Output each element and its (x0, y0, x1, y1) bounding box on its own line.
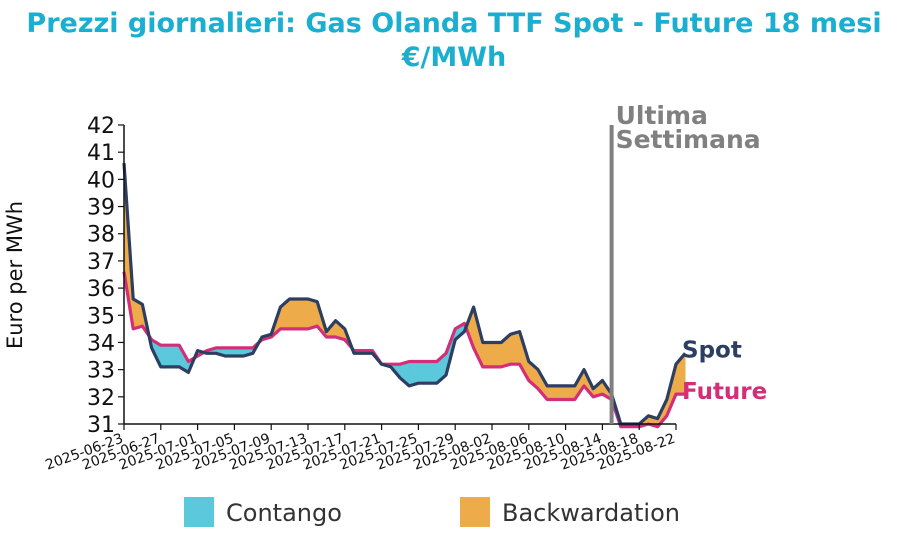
future-line (122, 271, 686, 429)
y-tick-label: 42 (87, 114, 115, 139)
spread-area (565, 385, 576, 400)
spread-area (169, 344, 180, 368)
spread-area (289, 298, 300, 330)
series-end-labels: Spot Future (682, 337, 767, 405)
spread-area (418, 361, 428, 384)
last-week-label-line2: Settimana (616, 125, 761, 154)
y-tick-label: 31 (87, 413, 115, 438)
spread-area (491, 342, 502, 368)
spread-area (307, 298, 318, 330)
spread-area (482, 342, 493, 368)
legend-swatch-contango (184, 497, 214, 527)
y-tick-label: 35 (87, 304, 115, 329)
spread-area (427, 361, 438, 384)
chart-title: Prezzi giornalieri: Gas Olanda TTF Spot … (26, 8, 881, 39)
y-tick-label: 33 (87, 359, 115, 384)
spot-line (122, 162, 687, 426)
legend-label-backwardation: Backwardation (502, 499, 680, 527)
last-week-label-line1: Ultima (616, 101, 708, 130)
future-end-label: Future (682, 379, 767, 405)
y-tick-label: 36 (87, 277, 115, 302)
y-tick-label: 38 (87, 223, 115, 248)
spread-area (556, 385, 566, 400)
legend-swatch-backwardation (460, 497, 490, 527)
spread-area (160, 344, 171, 368)
y-tick-label: 32 (87, 386, 115, 411)
spread-area (510, 331, 520, 365)
y-tick-label: 41 (87, 141, 115, 166)
y-axis-label: Euro per MWh (3, 201, 27, 349)
series-lines (122, 162, 687, 429)
legend-label-contango: Contango (226, 499, 342, 527)
y-tick-label: 37 (87, 250, 115, 275)
axes: 3132333435363738394041422025-06-232025-0… (43, 114, 677, 474)
chart-subtitle-unit: €/MWh (401, 42, 507, 73)
y-tick-label: 39 (87, 196, 115, 221)
legend: Contango Backwardation (184, 497, 680, 527)
y-tick-label: 34 (87, 331, 115, 356)
spread-fills (123, 163, 686, 428)
spread-area (546, 385, 557, 400)
y-tick-label: 40 (87, 168, 115, 193)
spread-area (298, 298, 309, 330)
spot-end-label: Spot (682, 337, 742, 363)
